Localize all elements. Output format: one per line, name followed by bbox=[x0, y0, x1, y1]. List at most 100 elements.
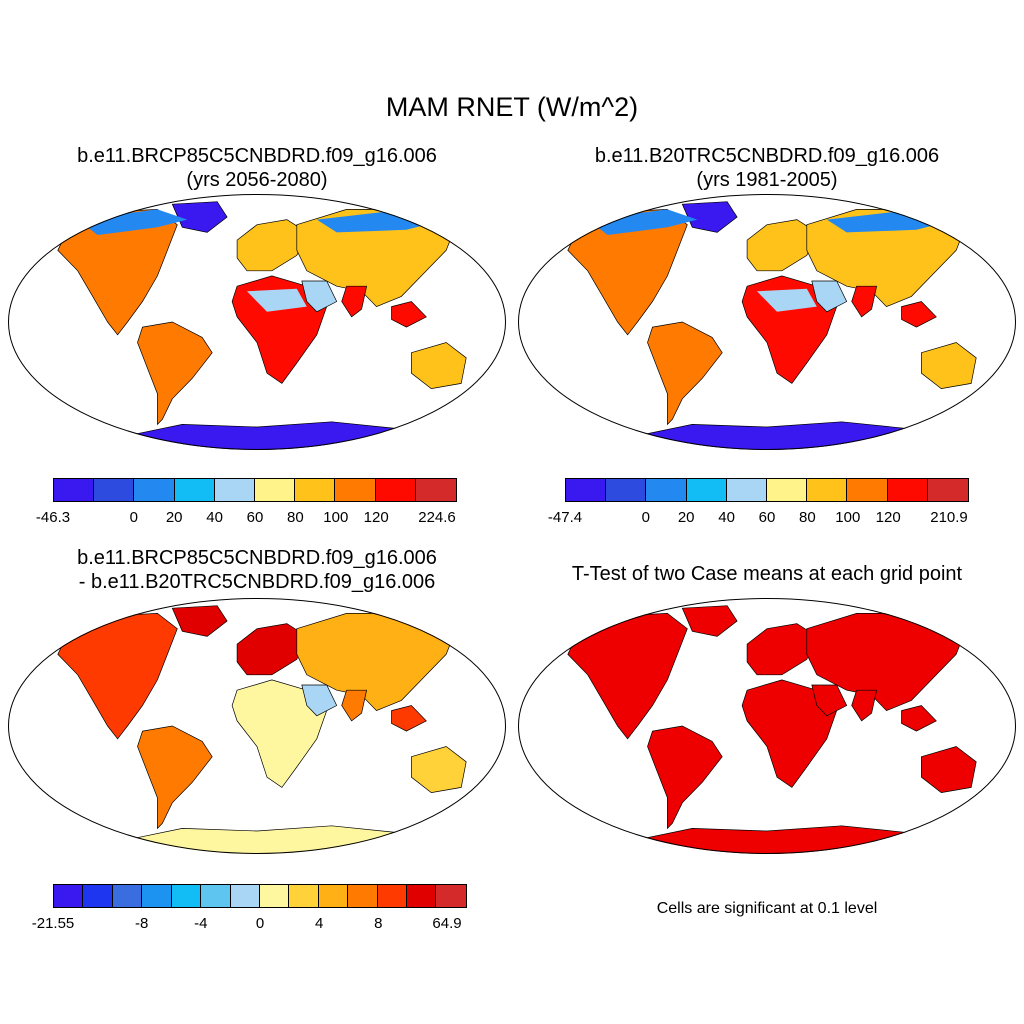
colorbar-swatch bbox=[686, 479, 727, 501]
panel4-world-map bbox=[518, 598, 1016, 854]
colorbar-tick-label: 64.9 bbox=[432, 915, 462, 932]
map-boundary bbox=[8, 598, 506, 854]
colorbar-tick-label: 20 bbox=[677, 509, 695, 526]
colorbar-tick-label: -21.55 bbox=[31, 915, 75, 932]
panel1-colorbar: -46.3 0 20 40 60 80 100 120 224.6 bbox=[36, 478, 457, 528]
landmass-australia bbox=[411, 746, 467, 793]
colorbar-swatch bbox=[927, 479, 969, 501]
colorbar-swatch bbox=[348, 885, 378, 907]
landmass-antarctica bbox=[616, 421, 967, 450]
colorbar-swatch bbox=[112, 885, 143, 907]
colorbar-swatch bbox=[415, 479, 457, 501]
landmass-africa bbox=[231, 679, 328, 788]
sahara-region bbox=[247, 288, 307, 312]
colorbar-tick-label: 0 bbox=[641, 509, 650, 526]
colorbar-tick-label: 0 bbox=[129, 509, 138, 526]
colorbar-tick-label: 40 bbox=[206, 509, 223, 526]
landmass-africa bbox=[741, 679, 838, 788]
panel3-title-line1: b.e11.BRCP85C5CNBDRD.f09_g16.006 bbox=[77, 547, 437, 569]
landmass-antarctica bbox=[616, 825, 967, 854]
colorbar-tick-label: 100 bbox=[323, 509, 349, 526]
colorbar-swatch bbox=[318, 885, 349, 907]
colorbar-swatch bbox=[259, 885, 290, 907]
colorbar-swatch bbox=[134, 479, 175, 501]
landmass-australia bbox=[921, 746, 977, 793]
landmass-northAmerica bbox=[567, 613, 688, 740]
colorbar-swatch bbox=[726, 479, 768, 501]
panel2-colorbar: -47.4 0 20 40 60 80 100 120 210.9 bbox=[548, 478, 969, 528]
colorbar-swatch bbox=[83, 885, 113, 907]
landmass-arabia bbox=[301, 280, 338, 313]
colorbar-swatch bbox=[230, 885, 260, 907]
landmass-india bbox=[851, 689, 878, 722]
panel4-significance-note: Cells are significant at 0.1 level bbox=[656, 900, 878, 917]
panel2-title-line1: b.e11.B20TRC5CNBDRD.f09_g16.006 bbox=[594, 145, 940, 167]
colorbar-swatch bbox=[807, 479, 848, 501]
landmass-india bbox=[341, 285, 368, 318]
colorbar-swatch bbox=[289, 885, 319, 907]
panel2-colorbar-swatches bbox=[565, 478, 969, 502]
colorbar-swatch bbox=[767, 479, 808, 501]
colorbar-swatch bbox=[847, 479, 888, 501]
arctic-band-na bbox=[77, 209, 188, 235]
panel2-world-map bbox=[518, 194, 1016, 450]
colorbar-tick-label: -46.3 bbox=[35, 509, 71, 526]
colorbar-tick-label: 80 bbox=[287, 509, 304, 526]
landmass-antarctica bbox=[106, 421, 457, 450]
map2-land bbox=[567, 201, 977, 450]
panel3-colorbar: -21.55 -8 -4 0 4 8 64.9 bbox=[32, 884, 467, 934]
landmass-india bbox=[851, 285, 878, 318]
colorbar-swatch bbox=[407, 885, 437, 907]
colorbar-swatch bbox=[142, 885, 172, 907]
map-boundary bbox=[8, 194, 506, 450]
colorbar-swatch bbox=[201, 885, 231, 907]
landmass-arabia bbox=[811, 684, 848, 717]
figure-title: MAM RNET (W/m^2) bbox=[385, 92, 639, 122]
landmass-southAmerica bbox=[137, 725, 213, 830]
map3-land bbox=[57, 605, 467, 854]
colorbar-tick-label: 210.9 bbox=[930, 509, 968, 526]
landmass-australia bbox=[921, 342, 977, 389]
colorbar-swatch bbox=[54, 479, 95, 501]
landmass-arabia bbox=[301, 684, 338, 717]
landmass-southAmerica bbox=[647, 725, 723, 830]
colorbar-swatch bbox=[54, 885, 84, 907]
colorbar-tick-label: 100 bbox=[835, 509, 861, 526]
landmass-southAmerica bbox=[647, 321, 723, 426]
colorbar-tick-label: 224.6 bbox=[418, 509, 456, 526]
colorbar-tick-label: 60 bbox=[758, 509, 776, 526]
landmass-seAsia bbox=[901, 301, 937, 328]
colorbar-tick-label: 120 bbox=[875, 509, 901, 526]
colorbar-swatch bbox=[377, 885, 408, 907]
colorbar-swatch bbox=[606, 479, 647, 501]
panel1-title-line2: (yrs 2056-2080) bbox=[186, 169, 328, 191]
landmass-europe bbox=[746, 623, 818, 676]
panel1-world-map bbox=[8, 194, 506, 450]
panel3-colorbar-swatches bbox=[53, 884, 467, 908]
sahara-region bbox=[757, 288, 817, 312]
colorbar-swatch bbox=[174, 479, 215, 501]
colorbar-tick-label: 4 bbox=[314, 915, 324, 932]
map-boundary bbox=[518, 194, 1016, 450]
colorbar-swatch bbox=[375, 479, 416, 501]
map4-land bbox=[567, 605, 977, 854]
colorbar-tick-label: 40 bbox=[718, 509, 735, 526]
colorbar-tick-label: -47.4 bbox=[547, 509, 583, 526]
colorbar-swatch bbox=[255, 479, 296, 501]
landmass-australia bbox=[411, 342, 467, 389]
colorbar-swatch bbox=[566, 479, 607, 501]
colorbar-swatch bbox=[94, 479, 135, 501]
colorbar-swatch bbox=[436, 885, 466, 907]
colorbar-swatch bbox=[646, 479, 687, 501]
map1-land bbox=[57, 201, 467, 450]
colorbar-tick-label: 0 bbox=[255, 915, 265, 932]
colorbar-tick-label: 60 bbox=[246, 509, 264, 526]
colorbar-swatch bbox=[214, 479, 256, 501]
landmass-northAmerica bbox=[57, 613, 178, 740]
landmass-seAsia bbox=[391, 301, 427, 328]
landmass-antarctica bbox=[106, 825, 457, 854]
colorbar-tick-label: -8 bbox=[135, 915, 149, 932]
landmass-greenland bbox=[681, 605, 738, 637]
panel4-title: T-Test of two Case means at each grid po… bbox=[571, 563, 963, 585]
colorbar-swatch bbox=[171, 885, 202, 907]
